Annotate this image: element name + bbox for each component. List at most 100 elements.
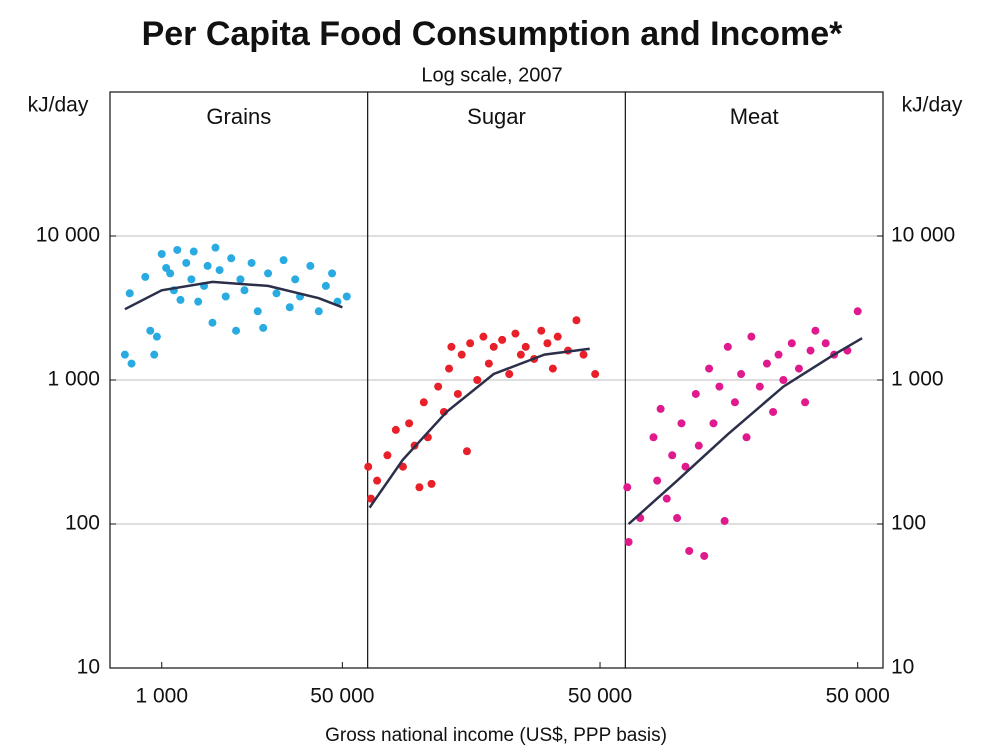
- scatter-point: [662, 494, 671, 503]
- scatter-point: [152, 332, 161, 341]
- scatter-point: [811, 326, 820, 335]
- scatter-point: [762, 359, 771, 368]
- y-axis-label: kJ/day: [28, 94, 89, 117]
- scatter-point: [537, 326, 546, 335]
- y2-tick-label: 10: [891, 656, 914, 679]
- scatter-point: [473, 376, 482, 384]
- scatter-point: [342, 292, 351, 301]
- scatter-point: [681, 462, 690, 471]
- scatter-point: [194, 297, 203, 306]
- scatter-point: [314, 307, 323, 316]
- y2-tick-label: 100: [891, 512, 926, 535]
- scatter-point: [453, 389, 462, 398]
- scatter-point: [203, 261, 212, 270]
- scatter-point: [479, 332, 488, 341]
- scatter-point: [445, 364, 454, 373]
- scatter-point: [328, 269, 337, 278]
- trend-line: [627, 337, 863, 525]
- scatter-point: [579, 350, 588, 359]
- scatter-point: [720, 516, 729, 525]
- scatter-point: [285, 303, 294, 312]
- scatter-point: [723, 342, 732, 351]
- scatter-point: [447, 342, 456, 351]
- scatter-point: [779, 376, 788, 384]
- scatter-point: [146, 326, 155, 335]
- scatter-point: [572, 316, 581, 325]
- scatter-point: [489, 342, 498, 351]
- scatter-point: [553, 332, 562, 341]
- trend-line: [368, 347, 590, 509]
- scatter-point: [821, 339, 830, 348]
- scatter-point: [398, 462, 407, 471]
- scatter-point: [232, 326, 241, 335]
- x-tick-label: 50 000: [826, 685, 890, 708]
- scatter-point: [240, 286, 249, 295]
- scatter-point: [653, 476, 662, 485]
- panel-title: Sugar: [467, 104, 526, 129]
- scatter-point: [649, 433, 658, 442]
- chart-subtitle: Log scale, 2007: [421, 64, 562, 86]
- scatter-point: [498, 335, 507, 344]
- y-tick-label: 100: [65, 512, 100, 535]
- scatter-point: [747, 332, 756, 341]
- scatter-point: [291, 275, 300, 284]
- scatter-point: [801, 398, 810, 407]
- scatter-point: [279, 256, 288, 265]
- scatter-point: [548, 364, 557, 373]
- scatter-point: [742, 433, 751, 442]
- panel-title: Grains: [206, 104, 271, 129]
- y-tick-label: 1 000: [47, 368, 100, 391]
- scatter-point: [176, 295, 185, 304]
- scatter-point: [774, 350, 783, 359]
- trend-line: [124, 280, 343, 311]
- x-tick-label: 1 000: [135, 685, 188, 708]
- scatter-point: [668, 451, 677, 460]
- chart-title: Per Capita Food Consumption and Income*: [142, 15, 844, 53]
- scatter-point: [705, 364, 714, 373]
- scatter-point: [787, 339, 796, 348]
- scatter-point: [166, 269, 175, 278]
- scatter-point: [264, 269, 273, 278]
- scatter-point: [806, 346, 815, 355]
- scatter-point: [364, 462, 373, 471]
- scatter-point: [462, 447, 471, 456]
- scatter-point: [215, 266, 224, 275]
- y2-tick-label: 1 000: [891, 368, 944, 391]
- scatter-point: [187, 275, 196, 284]
- scatter-point: [383, 451, 392, 460]
- scatter-point: [516, 350, 525, 359]
- scatter-point: [543, 339, 552, 348]
- x-tick-label: 50 000: [568, 685, 632, 708]
- scatter-point: [427, 479, 436, 488]
- scatter-point: [709, 419, 718, 428]
- scatter-point: [691, 389, 700, 398]
- scatter-point: [521, 342, 530, 351]
- scatter-point: [656, 404, 665, 413]
- scatter-point: [157, 249, 166, 258]
- scatter-point: [150, 350, 159, 359]
- scatter-point: [120, 350, 129, 359]
- scatter-point: [591, 370, 600, 379]
- scatter-point: [694, 441, 703, 450]
- x-tick-label: 50 000: [310, 685, 374, 708]
- scatter-point: [685, 546, 694, 555]
- scatter-point: [405, 419, 414, 428]
- scatter-point: [415, 483, 424, 492]
- scatter-point: [434, 382, 443, 391]
- scatter-point: [419, 398, 428, 407]
- scatter-point: [247, 258, 256, 267]
- scatter-point: [794, 364, 803, 373]
- plot-frame: [109, 91, 884, 669]
- scatter-point: [466, 339, 475, 348]
- scatter-point: [511, 329, 520, 338]
- scatter-point: [141, 272, 150, 281]
- y-tick-label: 10 000: [36, 224, 100, 247]
- scatter-point: [673, 514, 682, 523]
- scatter-point: [373, 476, 382, 485]
- scatter-point: [623, 483, 632, 492]
- scatter-point: [457, 350, 466, 359]
- y2-axis-label: kJ/day: [902, 94, 963, 117]
- x-axis-label: Gross national income (US$, PPP basis): [325, 725, 667, 746]
- scatter-point: [730, 398, 739, 407]
